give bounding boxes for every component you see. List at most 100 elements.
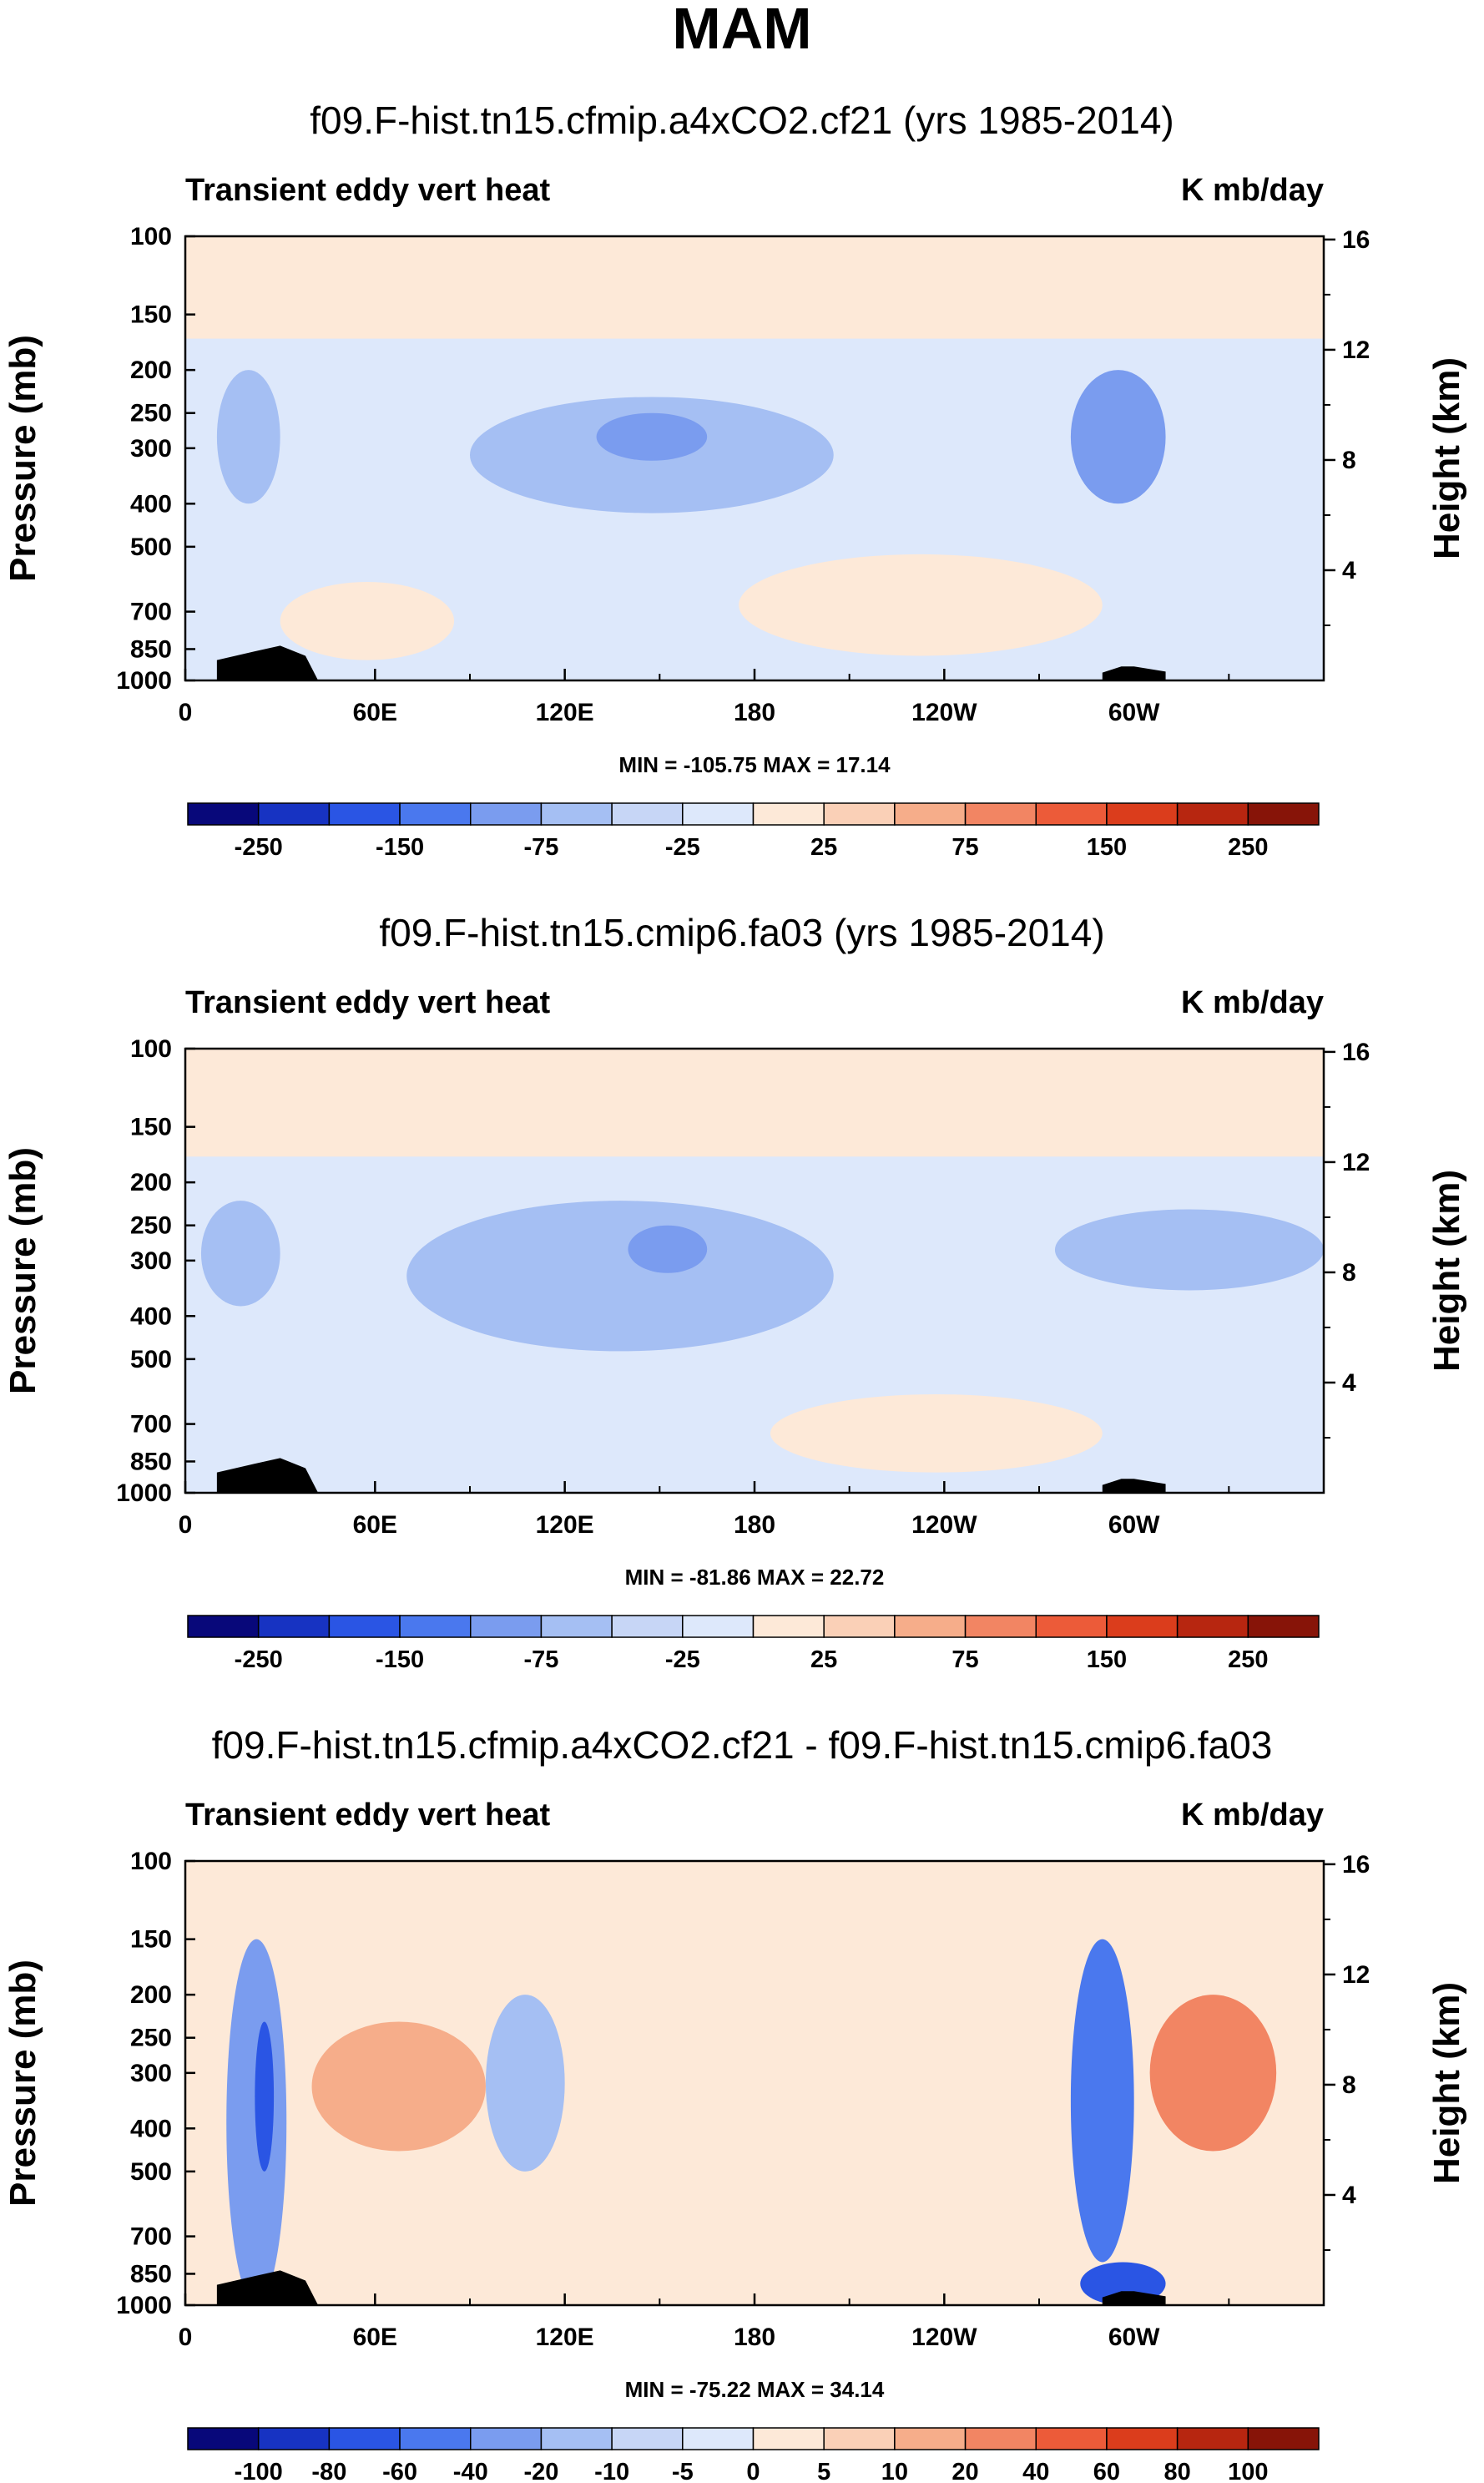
contour-region-6 xyxy=(739,554,1103,656)
figure-title: MAM xyxy=(672,0,811,61)
x-tick-label: 120E xyxy=(536,699,594,726)
contour-region-6 xyxy=(1149,1995,1277,2152)
colorbar-swatch xyxy=(611,1615,684,1638)
y-right-tick-label: 4 xyxy=(1342,2182,1356,2209)
x-tick-label: 120W xyxy=(911,699,977,726)
x-tick-label: 120E xyxy=(536,2324,594,2351)
y-right-tick-label: 8 xyxy=(1342,447,1356,474)
colorbar-label: 5 xyxy=(817,2459,830,2483)
colorbar-swatch xyxy=(752,1615,825,1638)
colorbar: -250 -150 -75 -25 25 75 150 250 xyxy=(187,1615,1320,1673)
panels: f09.F-hist.tn15.cfmip.a4xCO2.cf21 (yrs 1… xyxy=(3,99,1467,2483)
colorbar-label: -80 xyxy=(311,2459,346,2483)
x-tick-label: 180 xyxy=(734,1511,775,1539)
colorbar-swatch xyxy=(964,1615,1037,1638)
colorbar-label: -20 xyxy=(523,2459,558,2483)
colorbar-swatch xyxy=(470,802,543,826)
colorbar-swatch xyxy=(470,1615,543,1638)
y-tick-label: 150 xyxy=(130,1114,172,1141)
colorbar-swatch xyxy=(1035,1615,1108,1638)
colorbar-swatch xyxy=(1247,2427,1320,2450)
colorbar-swatch xyxy=(470,2427,543,2450)
colorbar-label: 150 xyxy=(1087,1646,1127,1673)
x-tick-label: 60W xyxy=(1108,699,1160,726)
colorbar-label: 20 xyxy=(951,2459,978,2483)
y-tick-label: 400 xyxy=(130,2115,172,2142)
colorbar-label: -150 xyxy=(376,834,424,861)
contour-region-6 xyxy=(770,1393,1103,1473)
y-tick-label: 500 xyxy=(130,534,172,561)
y-right-tick-label: 4 xyxy=(1342,1369,1356,1397)
colorbar-swatch xyxy=(823,2427,896,2450)
colorbar-label: -150 xyxy=(376,1646,424,1673)
contour-region-7 xyxy=(280,581,455,660)
colorbar-swatch xyxy=(894,802,967,826)
colorbar-swatch xyxy=(1035,2427,1108,2450)
colorbar-label: -75 xyxy=(523,1646,558,1673)
units-label: K mb/day xyxy=(1181,1798,1324,1833)
contour-region-3 xyxy=(406,1201,834,1352)
y-tick-label: 100 xyxy=(130,223,172,250)
colorbar-swatch xyxy=(964,2427,1037,2450)
left-label: Transient eddy vert heat xyxy=(185,985,550,1020)
colorbar-swatch xyxy=(257,2427,331,2450)
y-axis-label: Pressure (mb) xyxy=(3,335,43,582)
colorbar-label: 60 xyxy=(1093,2459,1120,2483)
y-tick-label: 200 xyxy=(130,1169,172,1196)
x-tick-label: 0 xyxy=(179,2324,193,2351)
colorbar-label: -75 xyxy=(523,834,558,861)
colorbar-label: 75 xyxy=(951,834,978,861)
y-right-axis-label: Height (km) xyxy=(1426,1982,1467,2184)
x-tick-label: 180 xyxy=(734,699,775,726)
min-max-stats: MIN = -105.75 MAX = 17.14 xyxy=(618,752,891,777)
y-tick-label: 200 xyxy=(130,357,172,384)
panel-title: f09.F-hist.tn15.cmip6.fa03 (yrs 1985-201… xyxy=(379,911,1104,954)
colorbar-swatch xyxy=(540,802,613,826)
contour-region-4 xyxy=(485,1995,565,2172)
colorbar-swatch xyxy=(752,2427,825,2450)
chart-panel-2: f09.F-hist.tn15.cmip6.fa03 (yrs 1985-201… xyxy=(3,911,1467,1673)
topography-1 xyxy=(216,1458,319,1493)
x-tick-label: 60E xyxy=(353,699,397,726)
colorbar-label: 0 xyxy=(746,2459,760,2483)
units-label: K mb/day xyxy=(1181,985,1324,1020)
y-right-axis-label: Height (km) xyxy=(1426,357,1467,559)
x-tick-label: 120W xyxy=(911,2324,977,2351)
y-right-tick-label: 12 xyxy=(1342,1149,1370,1176)
colorbar-label: 250 xyxy=(1228,1646,1268,1673)
colorbar-label: -25 xyxy=(665,834,700,861)
y-right-tick-label: 16 xyxy=(1342,226,1370,254)
colorbar: -250 -150 -75 -25 25 75 150 250 xyxy=(187,802,1320,861)
colorbar-swatch xyxy=(187,2427,260,2450)
y-tick-label: 250 xyxy=(130,1212,172,1240)
x-tick-label: 0 xyxy=(179,699,193,726)
contour-band-1 xyxy=(185,236,1324,339)
colorbar-swatch xyxy=(611,2427,684,2450)
y-right-tick-label: 4 xyxy=(1342,557,1356,584)
topography-1 xyxy=(216,645,319,680)
colorbar-swatch xyxy=(1247,1615,1320,1638)
y-tick-label: 1000 xyxy=(116,1479,172,1507)
y-tick-label: 250 xyxy=(130,400,172,427)
colorbar-swatch xyxy=(1035,802,1108,826)
colorbar-swatch xyxy=(1106,802,1179,826)
colorbar-label: 150 xyxy=(1087,834,1127,861)
plot-area xyxy=(185,236,1324,680)
chart-panel-1: f09.F-hist.tn15.cfmip.a4xCO2.cf21 (yrs 1… xyxy=(3,99,1467,861)
y-right-tick-label: 8 xyxy=(1342,1259,1356,1287)
y-right-tick-label: 12 xyxy=(1342,1961,1370,1989)
contour-region-2 xyxy=(216,370,280,504)
contour-region-5 xyxy=(1054,1209,1324,1291)
colorbar-swatch xyxy=(399,802,472,826)
y-axis-label: Pressure (mb) xyxy=(3,1147,43,1394)
x-tick-label: 60E xyxy=(353,2324,397,2351)
x-tick-label: 60E xyxy=(353,1511,397,1539)
colorbar-swatch xyxy=(1247,802,1320,826)
colorbar-swatch xyxy=(964,802,1037,826)
colorbar-label: -10 xyxy=(594,2459,629,2483)
left-label: Transient eddy vert heat xyxy=(185,173,550,208)
colorbar-swatch xyxy=(540,2427,613,2450)
y-tick-label: 100 xyxy=(130,1848,172,1875)
contour-region-4 xyxy=(596,412,708,461)
colorbar-swatch xyxy=(1176,802,1249,826)
